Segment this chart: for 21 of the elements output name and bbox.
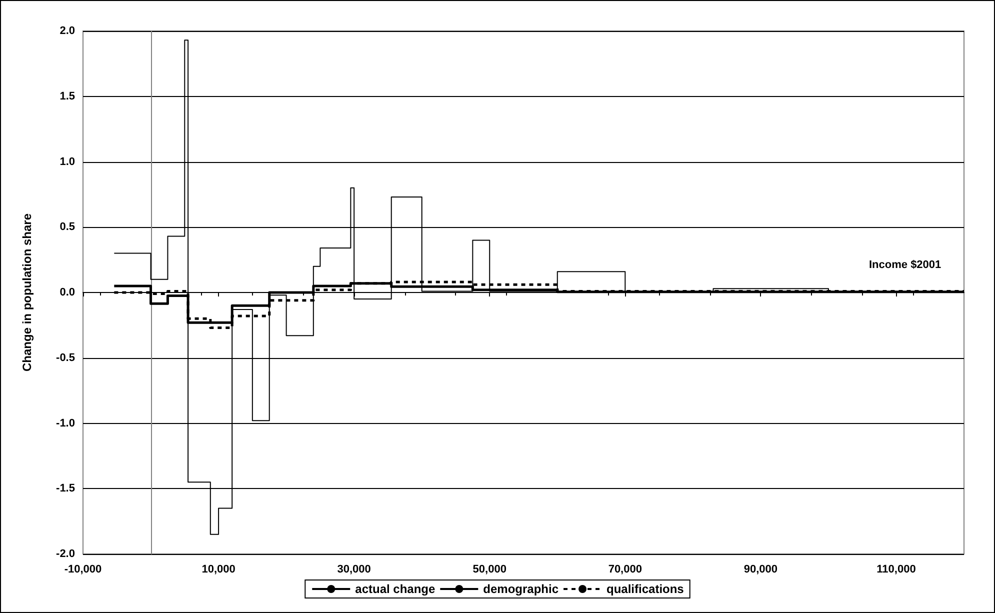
y-tick-label: 1.0 [60, 156, 75, 168]
x-tick-label: 70,000 [608, 564, 642, 576]
legend-label: actual change [355, 582, 436, 596]
y-tick-label: 0.0 [60, 286, 75, 298]
y-axis-title: Change in population share [20, 213, 34, 372]
x-tick-label: 10,000 [202, 564, 236, 576]
x-tick-label: -10,000 [64, 564, 102, 576]
y-tick-label: 0.5 [60, 221, 75, 234]
x-tick-label: 50,000 [472, 564, 506, 576]
y-tick-label: 2.0 [60, 25, 75, 37]
x-tick-label: 110,000 [876, 564, 916, 576]
x-tick-label: 30,000 [337, 564, 371, 576]
y-tick-label: -1.5 [56, 482, 75, 495]
y-tick-label: 1.5 [60, 90, 75, 102]
y-tick-label: -0.5 [56, 352, 75, 364]
x-tick-label: 90,000 [744, 564, 778, 576]
legend-label: qualifications [606, 582, 684, 596]
y-tick-label: -1.0 [56, 417, 75, 430]
x-axis-title: Income $2001 [869, 259, 942, 271]
y-tick-label: -2.0 [56, 548, 75, 560]
legend-label: demographic [483, 582, 559, 596]
